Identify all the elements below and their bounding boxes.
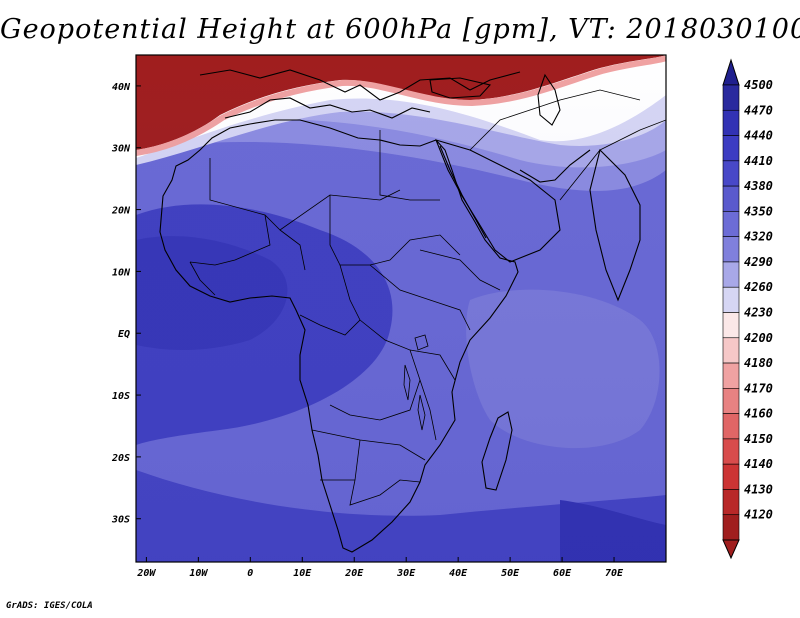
europe-south bbox=[199, 69, 521, 101]
caspian bbox=[537, 73, 561, 126]
colorbar-label: 4470 bbox=[744, 103, 773, 117]
colorbar-label: 4440 bbox=[744, 129, 773, 143]
lat-tick-label: 10N bbox=[112, 267, 131, 278]
lon-tick-label: 70E bbox=[605, 568, 624, 579]
colorbar-label: 4380 bbox=[744, 179, 773, 193]
colorbar-swatch bbox=[722, 286, 740, 313]
colorbar-label: 4170 bbox=[744, 381, 773, 395]
latitude-axis: 40N 30N 20N 10N EQ 10S 20S 30S bbox=[111, 82, 141, 526]
lakes bbox=[403, 334, 429, 431]
colorbar-label: 4160 bbox=[744, 407, 773, 421]
colorbar-label: 4180 bbox=[744, 356, 773, 370]
africa-coastline bbox=[159, 119, 519, 553]
height-field bbox=[136, 55, 666, 562]
colorbar: 4500 4470 4440 4410 4380 4350 4320 4290 4260 4230… bbox=[722, 58, 773, 560]
colorbar-swatch bbox=[722, 185, 740, 212]
persian-gulf bbox=[519, 149, 591, 183]
coastlines bbox=[159, 69, 641, 553]
colorbar-swatch bbox=[722, 312, 740, 339]
colorbar-bottom-arrow bbox=[722, 539, 740, 560]
lon-tick-label: 60E bbox=[553, 568, 572, 579]
colorbar-swatch bbox=[722, 489, 740, 516]
colorbar-swatch bbox=[722, 236, 740, 263]
colorbar-swatch bbox=[722, 109, 740, 136]
lon-tick-label: 40E bbox=[449, 568, 468, 579]
lon-tick-label: 30E bbox=[396, 568, 416, 579]
colorbar-label: 4260 bbox=[744, 280, 773, 294]
colorbar-label: 4290 bbox=[744, 255, 773, 269]
colorbar-label: 4130 bbox=[744, 482, 773, 496]
colorbar-label: 4230 bbox=[744, 306, 773, 320]
lat-tick-label: 30N bbox=[111, 144, 131, 155]
colorbar-label: 4120 bbox=[744, 508, 773, 522]
mediterranean-coast bbox=[224, 97, 431, 119]
colorbar-label: 4410 bbox=[744, 154, 773, 168]
plot-frame bbox=[135, 54, 667, 563]
colorbar-swatch bbox=[722, 84, 740, 111]
colorbar-swatch bbox=[722, 261, 740, 288]
country-borders bbox=[189, 89, 666, 506]
colorbar-label: 4150 bbox=[744, 432, 773, 446]
colorbar-swatch bbox=[722, 160, 740, 187]
red-sea bbox=[439, 145, 487, 239]
colorbar-label: 4320 bbox=[744, 230, 773, 244]
lon-tick-label: 20E bbox=[344, 568, 364, 579]
colorbar-swatch bbox=[722, 463, 740, 490]
madagascar bbox=[481, 411, 513, 491]
colorbar-swatch bbox=[722, 413, 740, 440]
colorbar-swatch bbox=[722, 388, 740, 414]
lat-tick-label: 40N bbox=[112, 82, 131, 93]
colorbar-label: 4140 bbox=[744, 457, 773, 471]
colorbar-swatch bbox=[722, 514, 740, 541]
credit-label: GrADS: IGES/COLA bbox=[6, 601, 93, 611]
longitude-axis: 20W 10W 0 10E 20E 30E 40E 50E 60E 70E bbox=[136, 557, 624, 579]
colorbar-swatch bbox=[722, 337, 740, 364]
map-title: Geopotential Height at 600hPa [gpm], VT:… bbox=[0, 14, 800, 45]
india bbox=[589, 148, 641, 302]
colorbar-label: 4500 bbox=[744, 78, 773, 92]
lon-tick-label: 50E bbox=[501, 568, 520, 579]
lon-tick-label: 20W bbox=[136, 568, 156, 579]
colorbar-swatch bbox=[722, 211, 740, 237]
black-sea bbox=[429, 77, 492, 99]
lon-tick-label: 10W bbox=[189, 568, 208, 579]
lat-tick-label: 20N bbox=[111, 206, 131, 217]
colorbar-label: 4200 bbox=[744, 331, 773, 345]
colorbar-label: 4350 bbox=[744, 204, 773, 218]
colorbar-top-arrow bbox=[722, 58, 740, 86]
lon-tick-label: 10E bbox=[293, 568, 312, 579]
lon-tick-label: 0 bbox=[247, 568, 253, 579]
lat-tick-label: EQ bbox=[118, 329, 130, 340]
lat-tick-label: 20S bbox=[111, 453, 130, 464]
field-south-gradient bbox=[136, 55, 666, 562]
colorbar-swatch bbox=[722, 438, 740, 465]
lat-tick-label: 30S bbox=[111, 515, 130, 526]
colorbar-swatch bbox=[722, 135, 740, 162]
lat-tick-label: 10S bbox=[112, 391, 130, 402]
colorbar-swatch bbox=[722, 362, 740, 389]
